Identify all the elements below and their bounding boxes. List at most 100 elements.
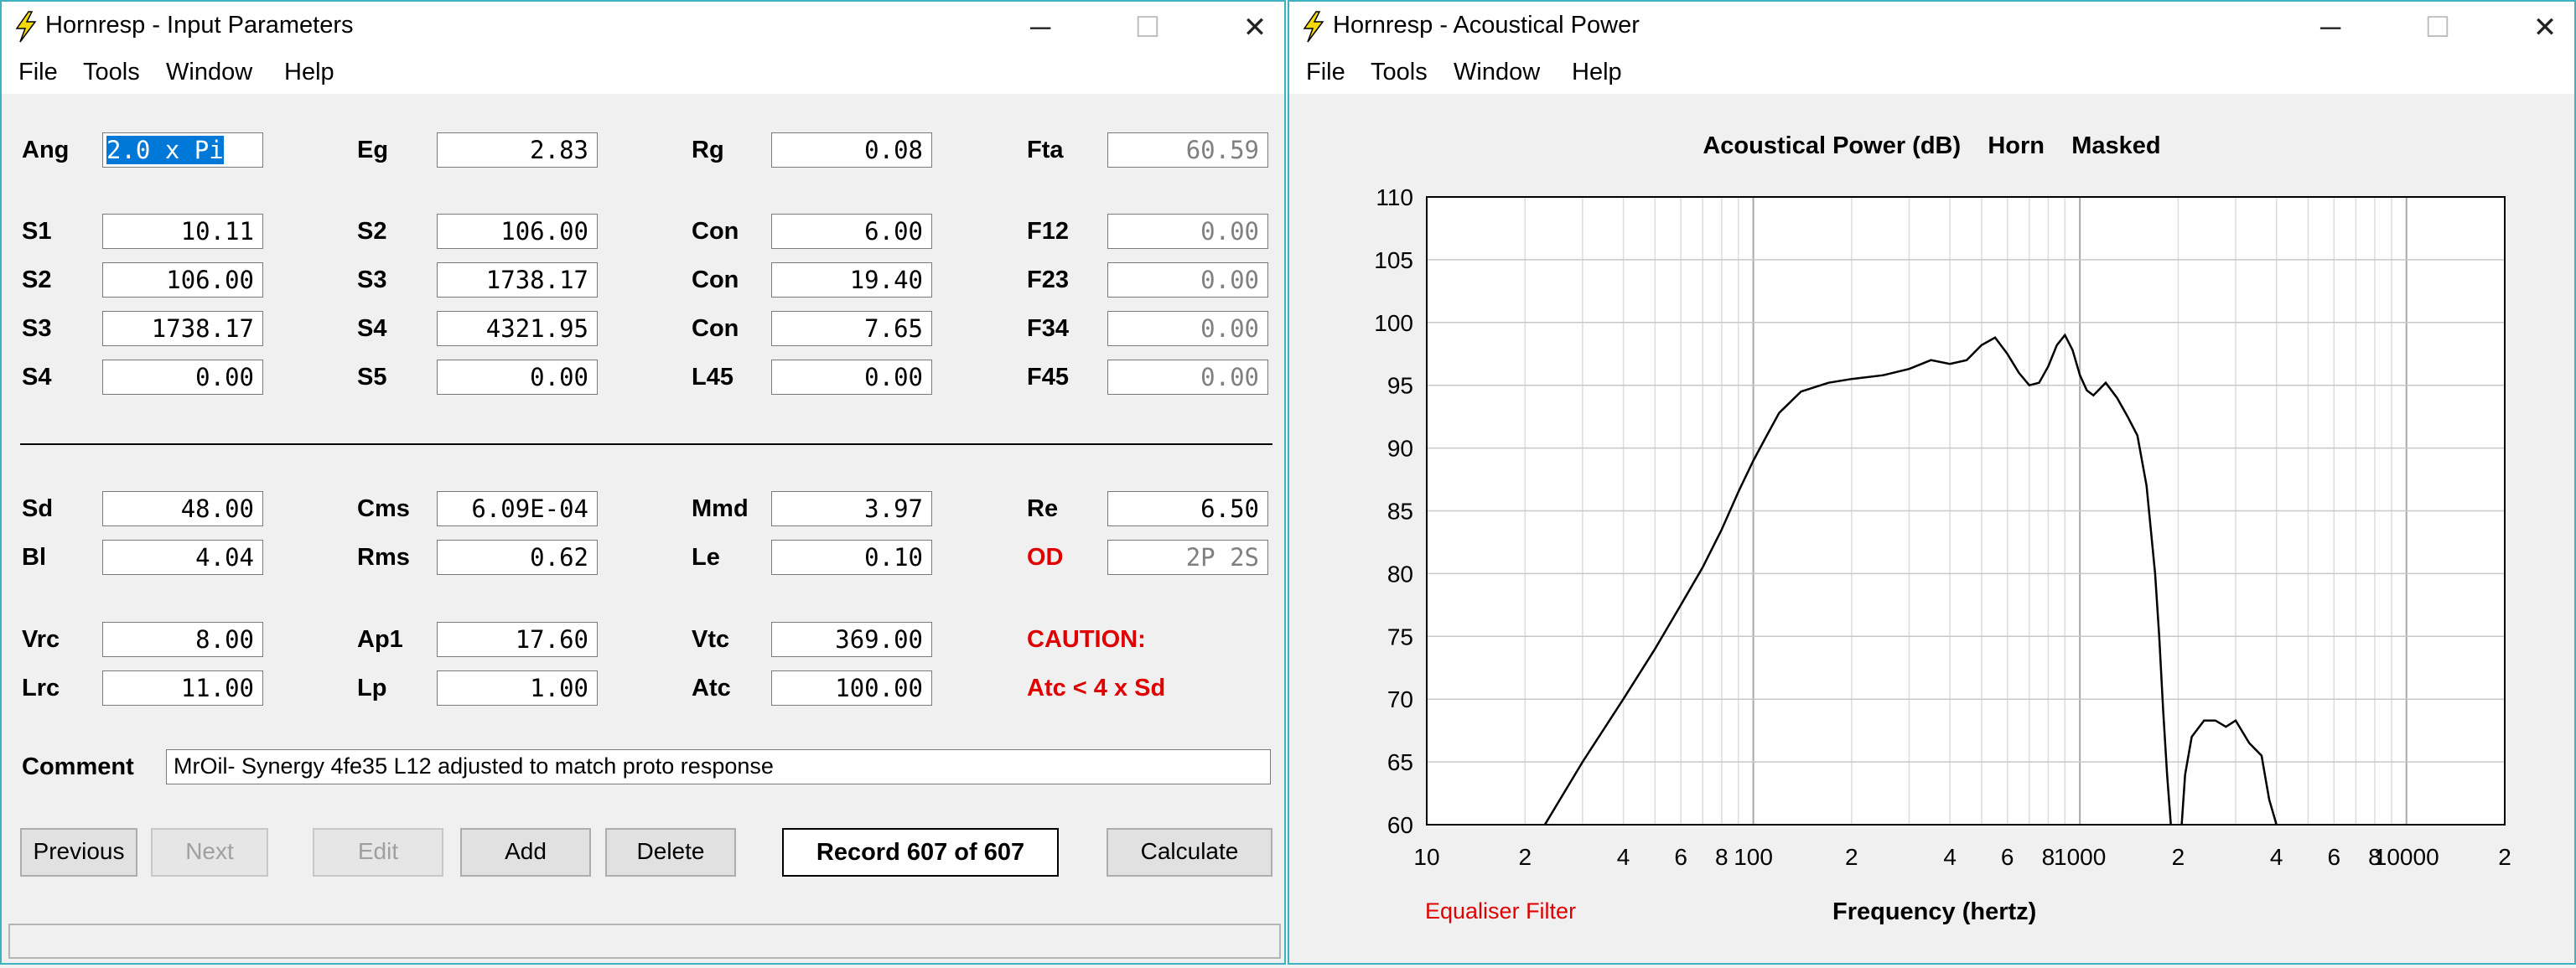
menu-window[interactable]: Window — [166, 59, 253, 85]
field-re[interactable]: 6.50 — [1107, 491, 1268, 526]
title-bar[interactable]: Hornresp - Input Parameters ─ ☐ ✕ — [2, 2, 1284, 54]
field-fta: 60.59 — [1107, 132, 1268, 168]
title-bar[interactable]: Hornresp - Acoustical Power ─ ☐ ✕ — [1289, 2, 2574, 54]
x-tick-label: 2 — [1845, 844, 1858, 870]
field-l45[interactable]: 0.00 — [771, 360, 932, 395]
field-s2[interactable]: 106.00 — [102, 262, 263, 298]
delete-button[interactable]: Delete — [605, 828, 736, 877]
field-con-3[interactable]: 7.65 — [771, 311, 932, 346]
field-lp[interactable]: 1.00 — [437, 670, 598, 706]
edit-button[interactable]: Edit — [313, 828, 443, 877]
y-tick-label: 60 — [1387, 812, 1413, 838]
chart-panel: Acoustical Power (dB) Horn Masked 60 65 70… — [1289, 94, 2574, 963]
x-tick-label: 100 — [1734, 844, 1773, 870]
comment-label: Comment — [22, 753, 134, 780]
menu-window[interactable]: Window — [1454, 59, 1541, 85]
label-sd: Sd — [22, 495, 54, 522]
field-con-2[interactable]: 19.40 — [771, 262, 932, 298]
label-f12: F12 — [1027, 218, 1069, 245]
x-tick-label: 2 — [1518, 844, 1532, 870]
minimize-button[interactable]: ─ — [1029, 12, 1051, 44]
x-axis-label: Frequency (hertz) — [1832, 898, 2037, 925]
field-s5[interactable]: 0.00 — [437, 360, 598, 395]
field-ang[interactable]: 2.0 x Pi — [102, 132, 263, 168]
series-line-2 — [2180, 718, 2278, 825]
comment-field[interactable]: MrOil- Synergy 4fe35 L12 adjusted to mat… — [166, 749, 1271, 784]
x-tick-label: 10 — [1413, 844, 1439, 870]
next-button[interactable]: Next — [151, 828, 268, 877]
record-indicator: Record 607 of 607 — [782, 828, 1059, 877]
field-s1[interactable]: 10.11 — [102, 214, 263, 249]
field-s4[interactable]: 0.00 — [102, 360, 263, 395]
field-atc[interactable]: 100.00 — [771, 670, 932, 706]
y-tick-label: 65 — [1387, 749, 1413, 775]
y-tick-label: 75 — [1387, 624, 1413, 650]
label-lrc: Lrc — [22, 675, 60, 701]
window-title: Hornresp - Input Parameters — [45, 12, 354, 39]
label-s3: S3 — [22, 315, 52, 342]
equaliser-filter-label[interactable]: Equaliser Filter — [1425, 898, 1577, 924]
field-eg[interactable]: 2.83 — [437, 132, 598, 168]
label-con-3: Con — [692, 315, 739, 342]
maximize-button[interactable]: ☐ — [2424, 12, 2451, 44]
field-ap1[interactable]: 17.60 — [437, 622, 598, 657]
y-tick-label: 70 — [1387, 686, 1413, 712]
add-button[interactable]: Add — [460, 828, 591, 877]
menu-bar: File Tools Window Help — [1289, 54, 2574, 94]
close-button[interactable]: ✕ — [2532, 12, 2558, 44]
y-tick-label: 95 — [1387, 373, 1413, 399]
field-vrc[interactable]: 8.00 — [102, 622, 263, 657]
field-le[interactable]: 0.10 — [771, 540, 932, 575]
y-tick-label: 100 — [1374, 310, 1413, 336]
field-mmd[interactable]: 3.97 — [771, 491, 932, 526]
section-divider — [20, 443, 1272, 445]
x-tick-label: 4 — [2270, 844, 2283, 870]
calculate-button[interactable]: Calculate — [1107, 828, 1272, 877]
menu-tools[interactable]: Tools — [83, 59, 140, 85]
label-f23: F23 — [1027, 267, 1069, 293]
menu-tools[interactable]: Tools — [1371, 59, 1428, 85]
field-rms[interactable]: 0.62 — [437, 540, 598, 575]
field-sd[interactable]: 48.00 — [102, 491, 263, 526]
previous-button[interactable]: Previous — [20, 828, 137, 877]
maximize-button[interactable]: ☐ — [1134, 12, 1161, 44]
field-s2-b[interactable]: 106.00 — [437, 214, 598, 249]
label-fta: Fta — [1027, 137, 1064, 163]
field-cms[interactable]: 6.09E-04 — [437, 491, 598, 526]
field-lrc[interactable]: 11.00 — [102, 670, 263, 706]
y-tick-label: 85 — [1387, 499, 1413, 525]
field-rg[interactable]: 0.08 — [771, 132, 932, 168]
menu-bar: File Tools Window Help — [2, 54, 1284, 94]
x-tick-label: 4 — [1617, 844, 1630, 870]
label-s2-b: S2 — [357, 218, 387, 245]
label-re: Re — [1027, 495, 1059, 522]
x-tick-label: 8 — [1715, 844, 1729, 870]
menu-help[interactable]: Help — [284, 59, 334, 85]
x-tick-label: 8 — [2368, 844, 2382, 870]
caution-label: CAUTION: — [1027, 626, 1146, 653]
label-ap1: Ap1 — [357, 626, 403, 653]
x-tick-label: 4 — [1943, 844, 1957, 870]
field-bl[interactable]: 4.04 — [102, 540, 263, 575]
x-tick-label: 6 — [2001, 844, 2014, 870]
label-vtc: Vtc — [692, 626, 730, 653]
field-s3-b[interactable]: 1738.17 — [437, 262, 598, 298]
menu-help[interactable]: Help — [1572, 59, 1622, 85]
field-s3[interactable]: 1738.17 — [102, 311, 263, 346]
field-s4-b[interactable]: 4321.95 — [437, 311, 598, 346]
menu-file[interactable]: File — [1306, 59, 1345, 85]
label-l45: L45 — [692, 364, 733, 391]
label-rms: Rms — [357, 544, 410, 571]
window-title: Hornresp - Acoustical Power — [1333, 12, 1640, 39]
close-button[interactable]: ✕ — [1242, 12, 1267, 44]
field-con-1[interactable]: 6.00 — [771, 214, 932, 249]
menu-file[interactable]: File — [18, 59, 58, 85]
y-tick-label: 105 — [1374, 247, 1413, 273]
label-bl: Bl — [22, 544, 46, 571]
lightning-bolt-icon — [15, 11, 37, 43]
y-tick-label: 90 — [1387, 436, 1413, 462]
label-mmd: Mmd — [692, 495, 749, 522]
field-vtc[interactable]: 369.00 — [771, 622, 932, 657]
minimize-button[interactable]: ─ — [2319, 12, 2341, 44]
